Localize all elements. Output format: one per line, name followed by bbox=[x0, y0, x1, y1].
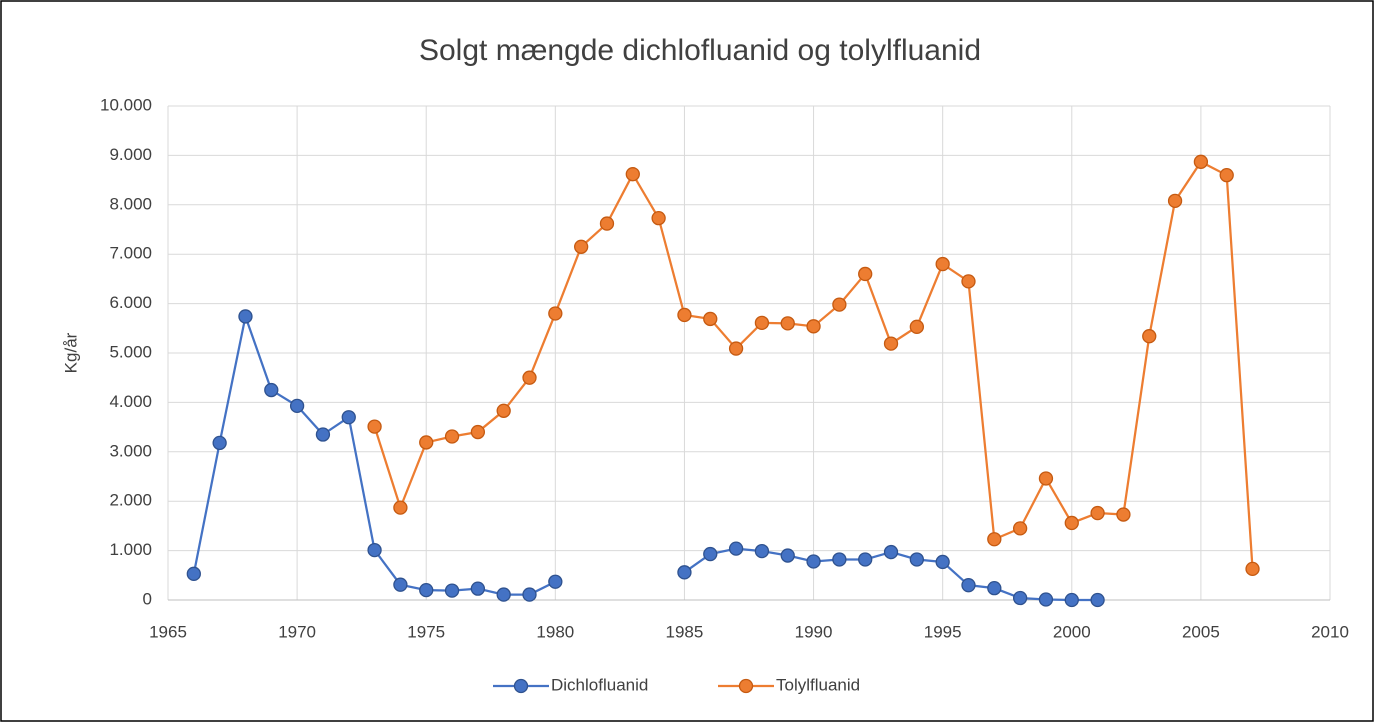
data-point bbox=[909, 319, 924, 334]
legend-marker bbox=[513, 678, 529, 694]
data-point bbox=[677, 565, 692, 580]
data-point bbox=[703, 546, 718, 562]
data-point bbox=[1038, 592, 1054, 607]
data-point bbox=[444, 429, 460, 444]
x-tick-label: 1995 bbox=[924, 622, 962, 641]
data-point bbox=[832, 297, 847, 312]
data-point bbox=[419, 582, 434, 598]
data-point bbox=[367, 419, 382, 434]
x-tick-label: 1975 bbox=[407, 622, 445, 641]
data-point bbox=[522, 370, 537, 385]
data-point bbox=[289, 398, 305, 414]
y-tick-label: 6.000 bbox=[109, 293, 152, 312]
data-point bbox=[728, 341, 744, 356]
x-tick-label: 2000 bbox=[1053, 622, 1091, 641]
data-point bbox=[186, 566, 201, 581]
y-tick-label: 2.000 bbox=[109, 491, 152, 510]
data-point bbox=[1012, 521, 1028, 536]
data-point bbox=[470, 424, 486, 440]
data-point bbox=[703, 311, 718, 327]
data-point bbox=[806, 319, 821, 334]
x-tick-label: 1965 bbox=[149, 622, 187, 641]
y-axis-label: Kg/år bbox=[61, 332, 80, 373]
y-tick-label: 3.000 bbox=[109, 441, 152, 460]
data-point bbox=[393, 500, 408, 515]
data-point bbox=[677, 307, 692, 323]
x-tick-label: 1985 bbox=[666, 622, 704, 641]
data-point bbox=[780, 548, 795, 563]
data-point bbox=[806, 554, 821, 569]
data-point bbox=[858, 552, 873, 567]
data-point bbox=[754, 543, 770, 559]
data-point bbox=[1167, 193, 1183, 208]
data-point bbox=[470, 581, 486, 596]
y-tick-label: 9.000 bbox=[109, 145, 152, 164]
data-point bbox=[754, 315, 770, 331]
data-point bbox=[393, 577, 408, 592]
data-point bbox=[599, 216, 615, 231]
y-tick-label: 10.000 bbox=[100, 95, 152, 114]
data-point bbox=[444, 583, 460, 598]
data-point bbox=[1090, 592, 1105, 608]
y-tick-label: 5.000 bbox=[109, 342, 152, 361]
x-tick-label: 2010 bbox=[1311, 622, 1349, 641]
data-point bbox=[1142, 329, 1157, 344]
data-point bbox=[1219, 168, 1234, 183]
data-point bbox=[987, 580, 1002, 596]
data-point bbox=[883, 336, 899, 351]
data-point bbox=[496, 587, 511, 602]
y-tick-label: 4.000 bbox=[109, 392, 152, 411]
data-point bbox=[315, 427, 331, 442]
data-point bbox=[935, 554, 950, 570]
data-point bbox=[935, 256, 950, 272]
data-point bbox=[987, 532, 1002, 547]
data-point bbox=[1064, 592, 1079, 608]
y-tick-label: 0 bbox=[143, 589, 152, 608]
data-point bbox=[1245, 561, 1260, 577]
data-point bbox=[264, 382, 279, 398]
x-tick-label: 1990 bbox=[795, 622, 833, 641]
data-point bbox=[238, 309, 253, 324]
data-point bbox=[1012, 590, 1028, 606]
x-tick-label: 1970 bbox=[278, 622, 316, 641]
chart-title: Solgt mængde dichlofluanid og tolylfluan… bbox=[419, 34, 981, 67]
data-point bbox=[651, 210, 666, 226]
data-point bbox=[909, 552, 924, 567]
data-point bbox=[522, 587, 537, 602]
data-point bbox=[883, 544, 899, 560]
data-point bbox=[367, 542, 382, 558]
y-tick-label: 7.000 bbox=[109, 244, 152, 263]
data-point bbox=[496, 403, 511, 418]
data-point bbox=[419, 435, 434, 450]
legend-label: Dichlofluanid bbox=[551, 675, 648, 694]
legend-label: Tolylfluanid bbox=[776, 675, 860, 694]
data-point bbox=[1064, 515, 1079, 531]
y-tick-label: 1.000 bbox=[109, 540, 152, 559]
data-point bbox=[548, 306, 563, 321]
data-point bbox=[961, 274, 976, 289]
data-point bbox=[728, 541, 744, 556]
data-point bbox=[858, 266, 873, 282]
data-point bbox=[341, 410, 356, 425]
data-point bbox=[625, 167, 640, 182]
data-point bbox=[212, 435, 227, 451]
data-point bbox=[1038, 471, 1054, 486]
data-point bbox=[1090, 505, 1105, 521]
data-point bbox=[574, 239, 589, 254]
data-point bbox=[1116, 507, 1131, 522]
x-tick-label: 2005 bbox=[1182, 622, 1220, 641]
y-tick-label: 8.000 bbox=[109, 194, 152, 213]
data-point bbox=[548, 574, 563, 589]
legend-marker bbox=[738, 678, 754, 694]
data-point bbox=[780, 316, 795, 331]
x-tick-label: 1980 bbox=[536, 622, 574, 641]
data-point bbox=[961, 578, 976, 593]
data-point bbox=[832, 552, 847, 567]
data-point bbox=[1193, 154, 1209, 169]
